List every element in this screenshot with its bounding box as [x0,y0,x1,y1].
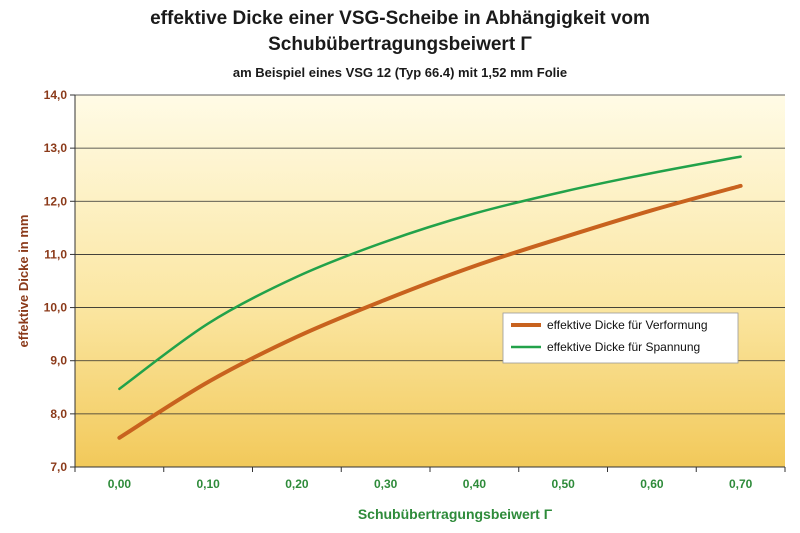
y-tick-label: 14,0 [44,88,68,102]
x-tick-label: 0,30 [374,477,398,491]
chart-subtitle: am Beispiel eines VSG 12 (Typ 66.4) mit … [232,65,568,80]
legend-label-1: effektive Dicke für Verformung [547,318,708,332]
x-tick-label: 0,20 [285,477,309,491]
y-axis-label: effektive Dicke in mm [16,215,31,348]
x-tick-label: 0,60 [640,477,664,491]
y-tick-label: 12,0 [44,194,68,208]
x-axis-label: Schubübertragungsbeiwert Γ [358,506,553,522]
y-tick-label: 9,0 [50,354,67,368]
y-tick-label: 11,0 [44,247,67,261]
x-tick-label: 0,50 [551,477,575,491]
legend-label-2: effektive Dicke für Spannung [547,340,700,354]
x-tick-label: 0,40 [463,477,487,491]
chart-title: effektive Dicke einer VSG-Scheibe in Abh… [150,8,650,29]
y-tick-label: 13,0 [44,141,68,155]
legend-box [502,312,739,364]
y-tick-label: 7,0 [50,460,67,474]
y-tick-label: 8,0 [50,407,67,421]
x-tick-label: 0,10 [196,477,220,491]
series-line-2 [118,155,742,391]
chart-title-line2: Schubübertragungsbeiwert Γ [268,34,532,55]
series-line-1 [117,183,743,440]
x-tick-label: 0,00 [108,477,132,491]
y-tick-label: 10,0 [44,301,68,315]
x-tick-label: 0,70 [729,477,753,491]
